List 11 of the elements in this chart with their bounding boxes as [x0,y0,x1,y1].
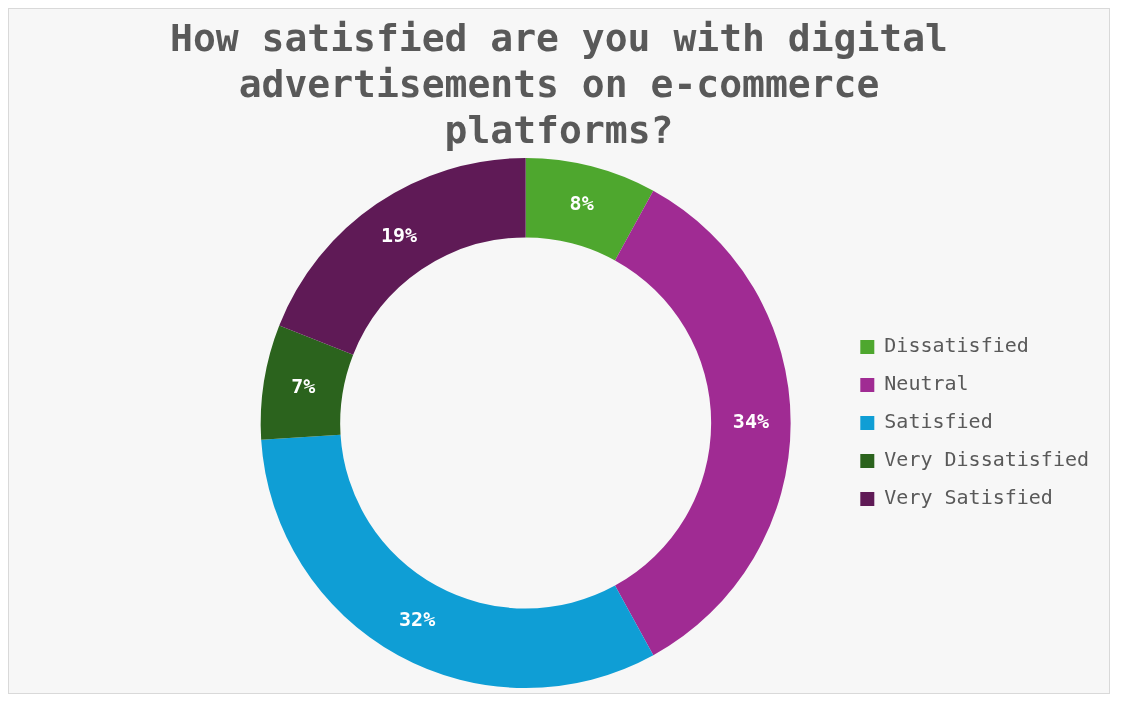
legend-label: Very Dissatisfied [884,447,1090,472]
legend-label: Dissatisfied [884,333,1029,358]
legend-label: Satisfied [884,409,993,434]
data-label: 8% [569,191,594,216]
chart-title: How satisfied are you with digital advertisements on e-commerce platforms? [169,15,949,153]
data-label: 34% [732,409,769,434]
data-label: 19% [380,222,418,247]
data-label: 7% [291,373,316,398]
data-label: 32% [399,606,436,631]
legend-label: Neutral [884,371,969,396]
legend-label: Very Satisfied [884,485,1053,510]
